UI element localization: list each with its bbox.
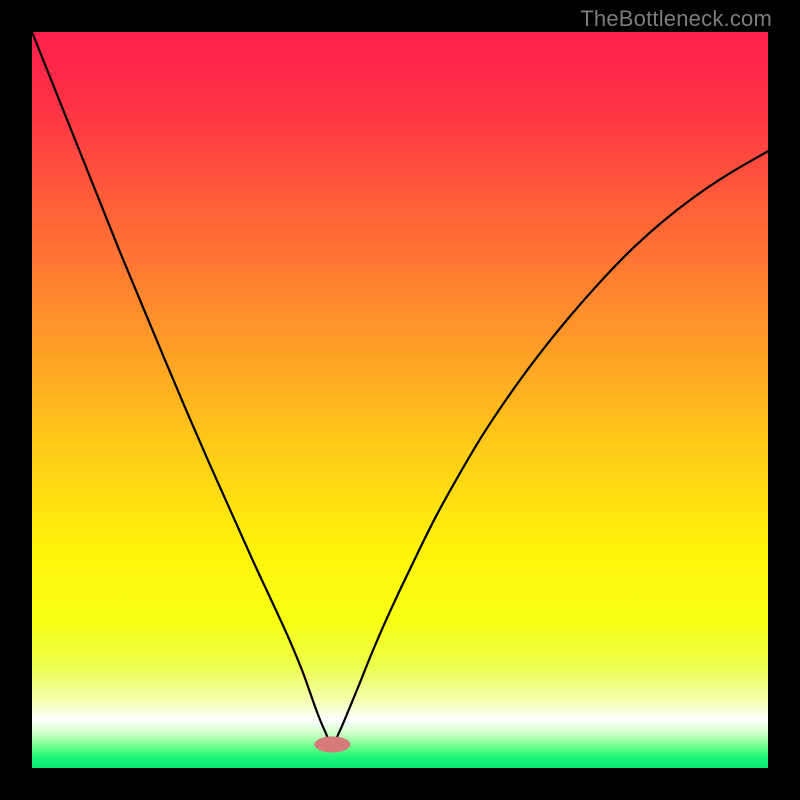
valley-marker bbox=[314, 736, 350, 752]
chart-container: TheBottleneck.com bbox=[0, 0, 800, 800]
gradient-background bbox=[32, 32, 768, 768]
bottleneck-v-curve-chart bbox=[32, 32, 768, 768]
watermark-text: TheBottleneck.com bbox=[580, 6, 772, 32]
plot-area bbox=[32, 32, 768, 768]
